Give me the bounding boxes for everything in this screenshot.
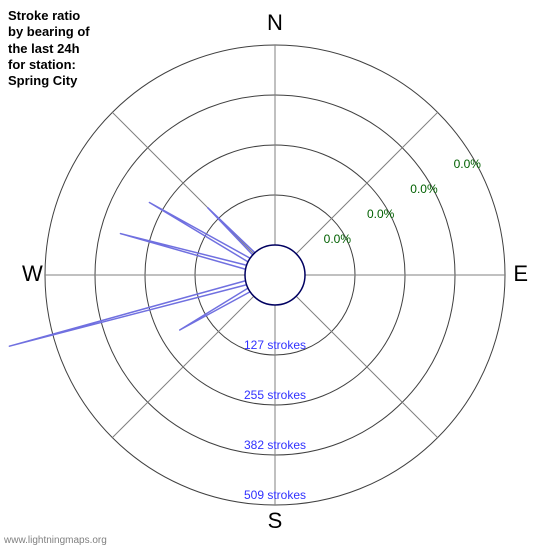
ring-percent-label: 0.0% <box>324 232 352 246</box>
grid-spoke <box>112 112 253 253</box>
ring-stroke-label: 127 strokes <box>244 338 306 352</box>
rose-petal <box>120 234 246 270</box>
rose-petal <box>180 288 250 330</box>
cardinal-label: E <box>513 261 528 286</box>
footer-credit: www.lightningmaps.org <box>4 535 107 546</box>
cardinal-label: W <box>22 261 43 286</box>
ring-stroke-label: 255 strokes <box>244 388 306 402</box>
grid-spoke <box>296 296 437 437</box>
ring-percent-label: 0.0% <box>410 182 438 196</box>
ring-percent-label: 0.0% <box>367 207 395 221</box>
polar-chart: 0.0% 0.0% 0.0% 0.0% 127 strokes 255 strokes 38… <box>0 0 550 550</box>
ring-stroke-label: 382 strokes <box>244 438 306 452</box>
center-hub <box>245 245 305 305</box>
ring-percent-label: 0.0% <box>454 157 482 171</box>
ring-stroke-label: 509 strokes <box>244 488 306 502</box>
cardinal-label: N <box>267 10 283 35</box>
cardinal-label: S <box>268 508 283 533</box>
grid-spoke <box>112 296 253 437</box>
